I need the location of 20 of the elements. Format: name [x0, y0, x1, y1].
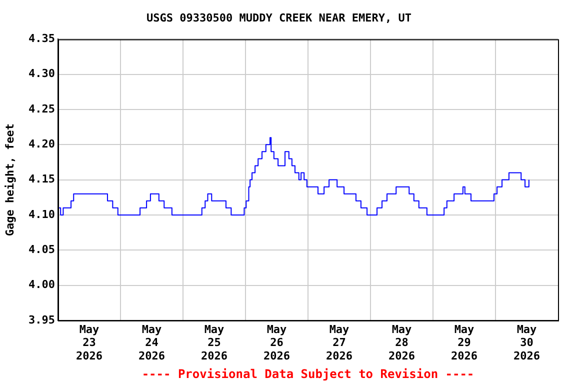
y-tick-label: 4.15 [28, 172, 55, 186]
y-axis-title: Gage height, feet [3, 124, 16, 236]
x-tick-label: May 25 2026 [201, 322, 228, 362]
y-tick-label: 4.05 [28, 242, 55, 256]
y-tick-label: 4.30 [28, 67, 55, 80]
text: ---- Provisional Data Subject to Revision ---- [140, 366, 476, 382]
y-tick-label: 4.25 [28, 102, 55, 116]
y-tick-label: 4.20 [28, 138, 55, 151]
y-tick-label: 4.10 [28, 208, 55, 221]
x-tick-label: May 23 2026 [76, 322, 103, 362]
chart-title: USGS 09330500 MUDDY CREEK NEAR EMERY, UT [146, 11, 412, 24]
y-tick-label: 4.35 [28, 32, 55, 46]
y-tick-label: 3.95 [28, 313, 55, 326]
y-tick-label: 4.00 [28, 278, 55, 292]
x-tick-label: May 24 2026 [138, 322, 166, 362]
x-tick-label: May 26 2026 [264, 322, 290, 362]
x-tick-label: May 30 2026 [514, 322, 540, 362]
x-tick-label: May 27 2026 [326, 322, 353, 362]
x-tick-label: May 28 2026 [388, 322, 416, 362]
x-tick-label: May 29 2026 [451, 322, 478, 362]
